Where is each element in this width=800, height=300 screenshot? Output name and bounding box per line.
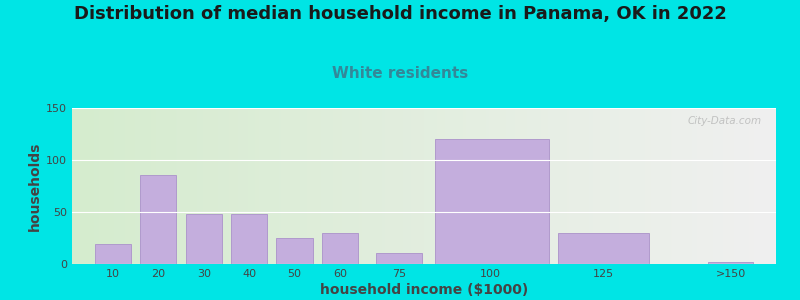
Bar [322,233,358,264]
Bar [186,214,222,264]
Bar [276,238,313,264]
Bar [231,214,267,264]
Bar [435,139,549,264]
Text: Distribution of median household income in Panama, OK in 2022: Distribution of median household income … [74,4,726,22]
Bar [140,175,177,264]
Text: White residents: White residents [332,66,468,81]
Bar [558,233,649,264]
Bar [376,253,422,264]
Text: City-Data.com: City-Data.com [688,116,762,126]
Bar [708,262,754,264]
Bar [94,244,131,264]
X-axis label: household income ($1000): household income ($1000) [320,283,528,297]
Y-axis label: households: households [28,141,42,231]
